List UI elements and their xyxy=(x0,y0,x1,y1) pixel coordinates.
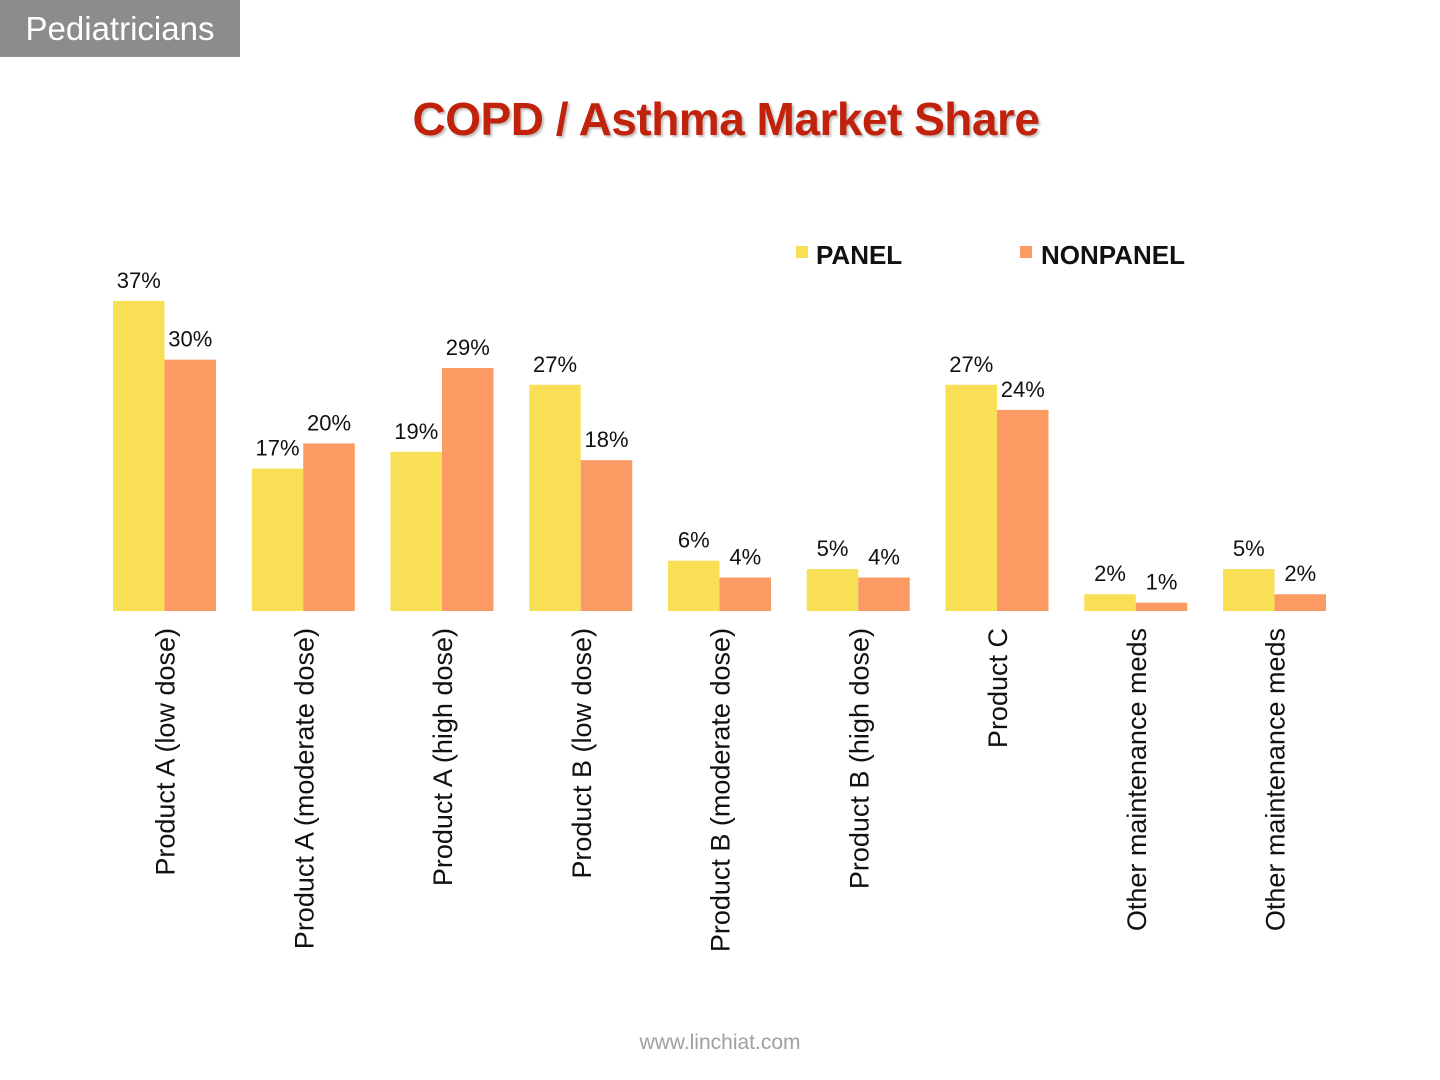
value-label-nonpanel-6: 4% xyxy=(868,544,900,569)
legend-label-nonpanel: NONPANEL xyxy=(1041,240,1185,270)
value-label-nonpanel-4: 18% xyxy=(584,427,628,452)
bar-panel-9 xyxy=(1223,569,1275,611)
value-label-panel-7: 27% xyxy=(949,352,993,377)
value-label-nonpanel-3: 29% xyxy=(446,335,490,360)
segment-tag: Pediatricians xyxy=(0,0,240,57)
bar-panel-6 xyxy=(806,569,859,611)
bar-panel-5 xyxy=(668,560,720,611)
bars-group xyxy=(113,301,1326,611)
bar-panel-7 xyxy=(945,384,997,611)
category-label-6: Product B (high dose) xyxy=(844,628,874,889)
footer-url: www.linchiat.com xyxy=(639,1031,801,1054)
legend-label-panel: PANEL xyxy=(816,240,902,270)
bar-nonpanel-4 xyxy=(580,460,633,611)
bar-nonpanel-5 xyxy=(719,577,771,611)
category-label-5: Product B (moderate dose) xyxy=(706,628,736,952)
bar-panel-1 xyxy=(113,301,165,611)
value-label-nonpanel-9: 2% xyxy=(1284,561,1316,586)
value-labels-group: 37% 30% 17% 20% 19% 29% 27% 18% 6% 4% 5% 4% 27% 24% 2%… xyxy=(117,268,1316,595)
bar-nonpanel-3 xyxy=(442,368,494,611)
value-label-nonpanel-5: 4% xyxy=(729,544,761,569)
bar-nonpanel-1 xyxy=(164,359,216,611)
bar-nonpanel-2 xyxy=(303,443,355,611)
legend-swatch-panel xyxy=(796,246,808,258)
value-label-nonpanel-1: 30% xyxy=(168,327,212,352)
category-label-1: Product A (low dose) xyxy=(151,628,181,876)
bar-panel-8 xyxy=(1084,594,1136,611)
bar-nonpanel-6 xyxy=(858,577,910,611)
chart-legend: PANEL NONPANEL xyxy=(796,240,1185,270)
value-label-nonpanel-7: 24% xyxy=(1001,377,1045,402)
category-labels-group: Product A (low dose) Product A (moderate … xyxy=(151,628,1291,952)
category-label-7: Product C xyxy=(983,628,1013,748)
value-label-nonpanel-8: 1% xyxy=(1146,570,1178,595)
value-label-panel-8: 2% xyxy=(1094,561,1126,586)
legend-swatch-nonpanel xyxy=(1020,246,1032,258)
bar-nonpanel-8 xyxy=(1135,602,1188,611)
value-label-panel-3: 19% xyxy=(394,419,438,444)
value-label-nonpanel-2: 20% xyxy=(307,410,351,435)
value-label-panel-1: 37% xyxy=(117,268,161,293)
bar-nonpanel-7 xyxy=(997,409,1049,611)
category-label-9: Other maintenance meds xyxy=(1261,628,1291,931)
bar-panel-3 xyxy=(390,451,442,611)
bar-panel-4 xyxy=(529,384,581,611)
chart-title: COPD / Asthma Market Share xyxy=(412,93,1040,145)
category-label-2: Product A (moderate dose) xyxy=(289,628,319,949)
value-label-panel-5: 6% xyxy=(678,528,710,553)
value-label-panel-9: 5% xyxy=(1233,536,1265,561)
value-label-panel-2: 17% xyxy=(255,436,299,461)
bar-nonpanel-9 xyxy=(1274,594,1326,611)
category-label-3: Product A (high dose) xyxy=(428,628,458,886)
bar-panel-2 xyxy=(251,468,304,611)
category-label-8: Other maintenance meds xyxy=(1122,628,1152,931)
category-label-4: Product B (low dose) xyxy=(567,628,597,879)
value-label-panel-4: 27% xyxy=(533,352,577,377)
value-label-panel-6: 5% xyxy=(817,536,849,561)
